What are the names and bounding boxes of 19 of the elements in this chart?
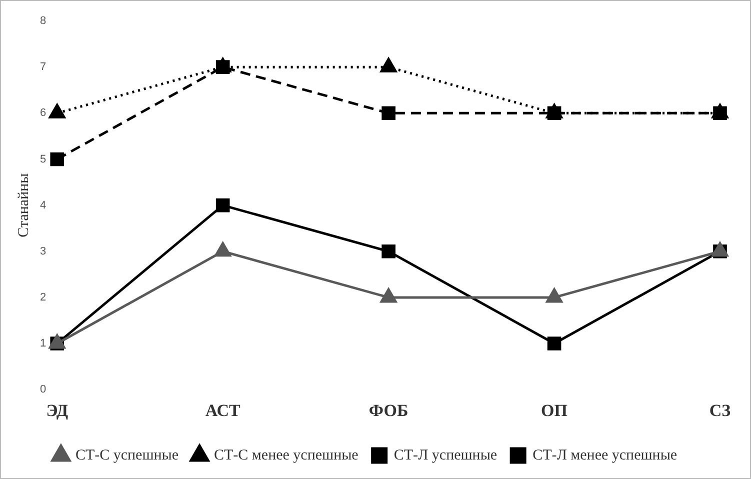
y-tick-label: 3 — [40, 245, 46, 258]
x-tick-label: ОП — [541, 401, 568, 420]
y-tick-label: 4 — [40, 199, 46, 212]
legend-label: СТ-С менее успешные — [214, 447, 359, 464]
y-tick-label: 8 — [40, 15, 46, 28]
y-tick-label: 0 — [40, 384, 46, 396]
y-tick-label: 1 — [40, 338, 46, 350]
legend-label: СТ-Л менее успешные — [532, 447, 678, 464]
y-axis-title: Станайны — [16, 173, 32, 238]
x-tick-label: ЭД — [46, 401, 68, 420]
x-tick-label: АСТ — [205, 401, 242, 420]
x-tick-label: ФОБ — [368, 401, 408, 420]
x-tick-label: СЗ — [709, 401, 731, 420]
y-tick-label: 7 — [40, 61, 46, 74]
legend-label: СТ-Л успешные — [394, 447, 498, 464]
y-tick-label: 5 — [40, 153, 46, 166]
y-tick-label: 6 — [40, 107, 46, 120]
y-tick-label: 2 — [40, 291, 46, 304]
legend-label: СТ-С успешные — [75, 447, 179, 464]
